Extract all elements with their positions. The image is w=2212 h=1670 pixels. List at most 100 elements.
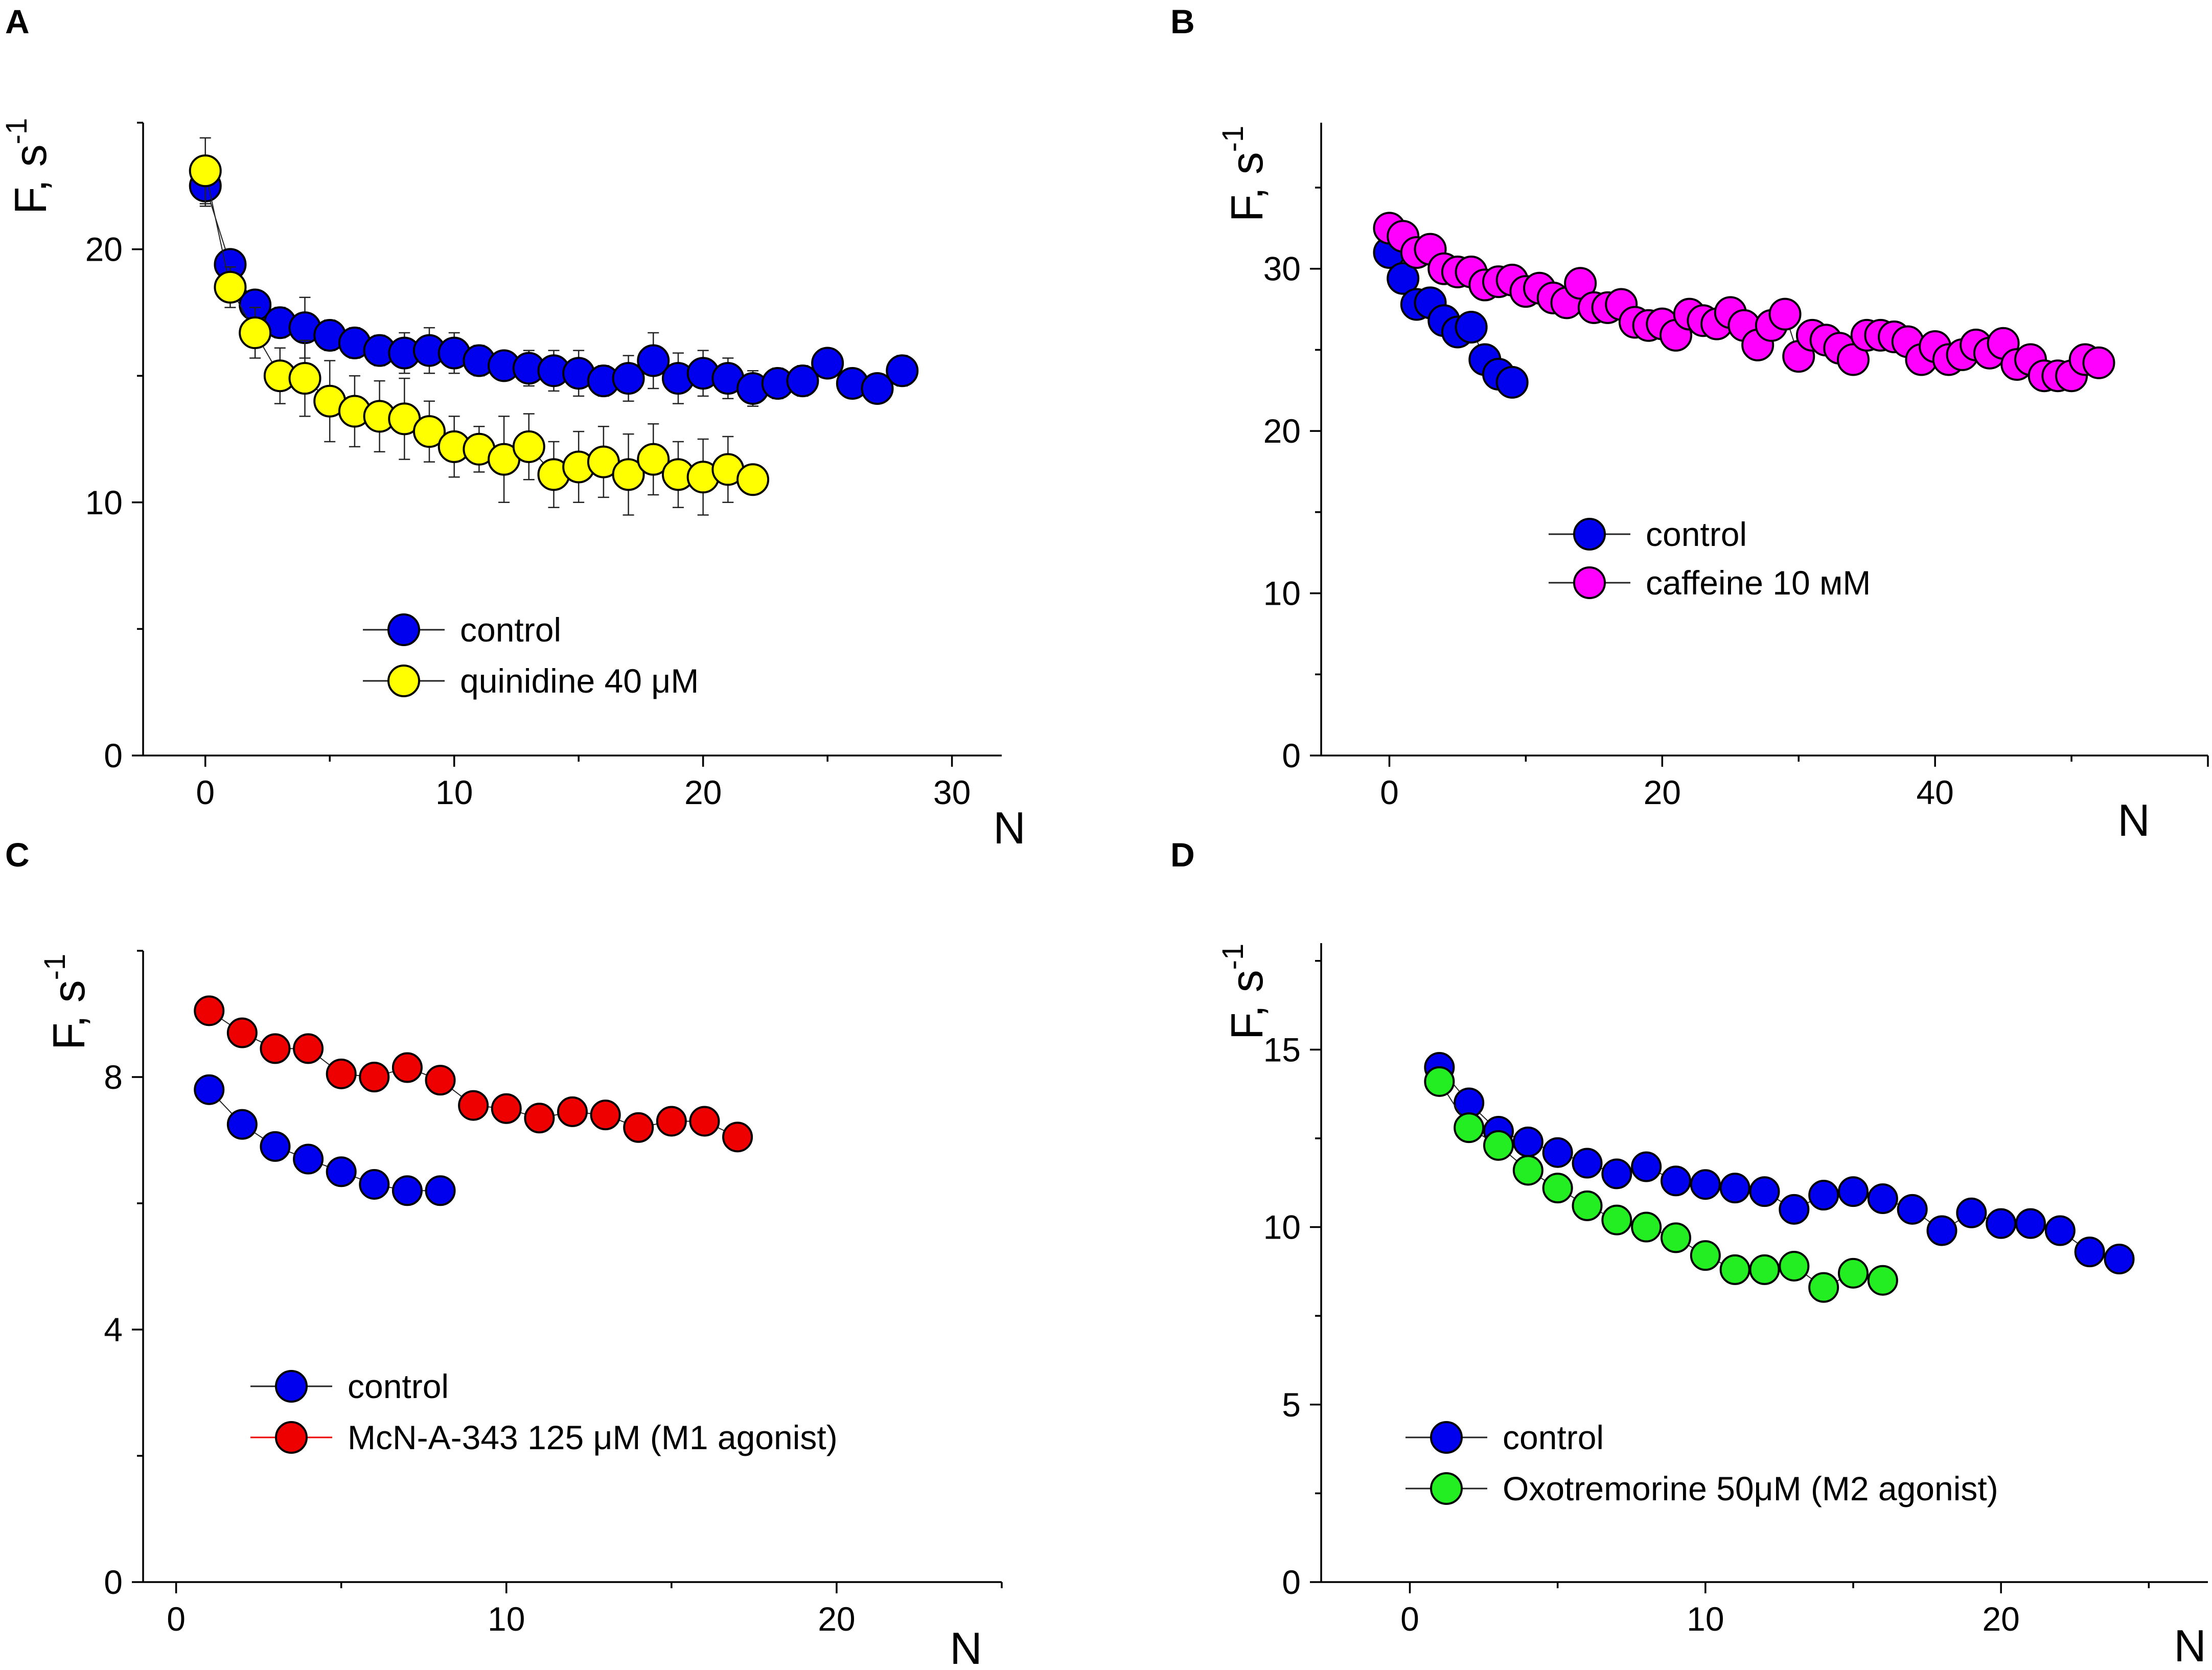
data-point (260, 1033, 291, 1064)
legend-label: McN-A-343 125 μM (M1 agonist) (348, 1419, 838, 1456)
data-point (1749, 1254, 1780, 1285)
y-axis-title: F, s-1 (38, 954, 94, 1050)
y-tick-label: 10 (1263, 575, 1301, 612)
x-tick-label: 40 (1916, 773, 1953, 811)
y-tick-label: 10 (1263, 1208, 1301, 1246)
data-point (1690, 1240, 1721, 1271)
series-caffeine-10 (1373, 212, 2115, 393)
data-point (1838, 1176, 1869, 1207)
y-tick-label: 20 (85, 231, 123, 268)
legend: control caffeine 10 мМ (1549, 515, 1871, 602)
data-point (293, 1143, 324, 1175)
data-point (1838, 1257, 1869, 1289)
y-tick-label: 0 (104, 737, 123, 774)
data-point (736, 463, 770, 496)
data-point (2074, 1237, 2105, 1268)
panel-letter: D (1170, 836, 1195, 874)
data-point (1455, 310, 1488, 344)
panel-b: B 0 20 40 0 10 20 30 N F, s-1 control caffeine 10 м… (1170, 3, 2209, 845)
x-axis-title: N (993, 803, 1026, 853)
legend-label: quinidine 40 μM (460, 662, 699, 700)
y-axis-title: F, s-1 (1216, 126, 1272, 222)
series-quinidine-40-m (189, 137, 770, 516)
data-point (391, 1175, 423, 1206)
legend-label: control (1646, 515, 1747, 553)
legend-marker (1430, 1421, 1463, 1454)
legend: control quinidine 40 μM (363, 611, 699, 700)
data-point (1661, 1222, 1691, 1253)
series-control (1424, 1052, 2135, 1275)
legend-label: Oxotremorine 50μM (M2 agonist) (1503, 1470, 1998, 1507)
panel-c: C 0 10 20 0 4 8 N F, s-1 control McN-A-343 125 μM … (5, 836, 1003, 1670)
x-axis-title: N (2117, 795, 2150, 845)
data-point (1768, 298, 1802, 331)
data-point (612, 458, 645, 491)
data-point (491, 1093, 522, 1124)
data-point (2082, 346, 2115, 379)
data-point (2044, 1215, 2076, 1246)
y-tick-label: 10 (85, 484, 123, 521)
data-point (293, 1033, 324, 1064)
y-tick-label: 0 (1282, 1563, 1301, 1601)
data-point (689, 1106, 720, 1137)
x-tick-label: 0 (1380, 773, 1399, 811)
data-point (1719, 1173, 1750, 1204)
data-point (1661, 1165, 1691, 1197)
data-point (886, 354, 919, 387)
data-point (590, 1100, 621, 1131)
data-point (1424, 1066, 1455, 1097)
data-point (1631, 1211, 1662, 1243)
y-axis-title: F, s-1 (1216, 944, 1272, 1040)
data-point (722, 1122, 753, 1153)
data-point (1867, 1265, 1898, 1296)
data-point (288, 362, 321, 395)
data-point (1897, 1194, 1928, 1225)
data-point (1601, 1204, 1632, 1236)
legend: control McN-A-343 125 μM (M1 agonist) (250, 1367, 838, 1456)
y-axis-title-superscript: -1 (0, 118, 33, 145)
data-point (1719, 1254, 1750, 1285)
data-point (612, 362, 645, 395)
x-tick-label: 0 (1400, 1600, 1419, 1638)
legend-marker (1573, 566, 1606, 599)
data-point (861, 372, 894, 405)
data-point (512, 430, 545, 463)
y-axis-title-superscript: -1 (1216, 944, 1250, 970)
data-point (786, 364, 819, 398)
legend-marker (275, 1370, 308, 1403)
data-point (1454, 1112, 1485, 1143)
x-axis-title: N (2174, 1620, 2206, 1670)
data-point (1986, 1208, 2017, 1239)
x-tick-label: 20 (818, 1600, 855, 1638)
data-point (811, 347, 844, 380)
data-point (1495, 365, 1529, 399)
data-point (1779, 1250, 1810, 1282)
y-tick-label: 0 (104, 1563, 123, 1601)
data-point (557, 1096, 588, 1127)
x-tick-label: 20 (1644, 773, 1681, 811)
legend-label: control (1503, 1419, 1604, 1456)
data-point (1690, 1169, 1721, 1200)
data-point (2104, 1244, 2135, 1275)
data-point (413, 415, 446, 448)
data-point (239, 316, 272, 350)
series-oxotremorine-50-m-m2-agonist (1424, 1066, 1898, 1303)
series-line (1439, 1081, 1883, 1288)
x-tick-label: 0 (167, 1600, 186, 1638)
data-point (391, 1052, 423, 1083)
series-control (194, 1074, 456, 1206)
panel-letter: A (5, 3, 30, 40)
data-point (458, 1090, 489, 1121)
legend-marker (387, 613, 420, 646)
data-point (1779, 1194, 1810, 1225)
data-point (1512, 1126, 1543, 1157)
data-point (1601, 1158, 1632, 1189)
data-point (637, 443, 670, 476)
data-point (1631, 1151, 1662, 1182)
x-tick-label: 10 (1687, 1600, 1724, 1638)
data-point (1808, 1272, 1839, 1303)
legend: control Oxotremorine 50μM (M2 agonist) (1405, 1419, 1998, 1507)
y-tick-label: 30 (1263, 250, 1301, 288)
legend-marker (1430, 1472, 1463, 1505)
y-axis-title-superscript: -1 (1216, 126, 1250, 152)
